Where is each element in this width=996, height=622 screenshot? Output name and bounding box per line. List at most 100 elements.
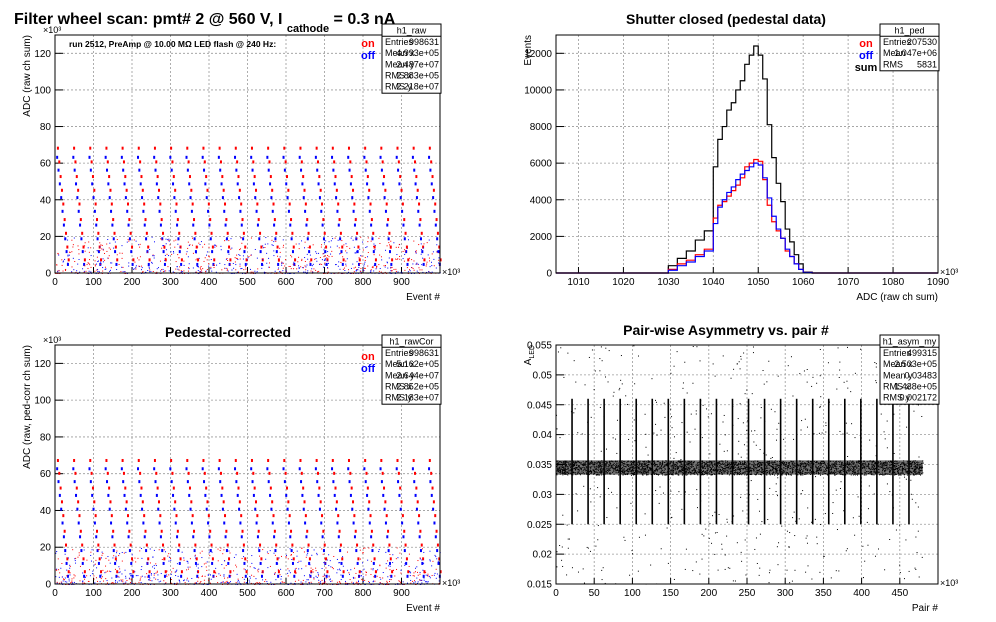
point-off xyxy=(332,480,335,484)
point-noise xyxy=(406,247,408,249)
point-noise xyxy=(146,251,148,253)
y-tick-label: 0.025 xyxy=(527,520,552,531)
point-off xyxy=(437,561,440,565)
point-on xyxy=(153,458,156,462)
point-noise xyxy=(297,271,299,273)
point-off xyxy=(243,250,246,254)
y-tick-label: 20 xyxy=(40,543,52,554)
point-noise xyxy=(257,268,259,270)
point-noise xyxy=(360,558,362,560)
point-off xyxy=(106,480,109,484)
point-on xyxy=(163,557,166,561)
point-noise xyxy=(91,573,93,575)
point-noise xyxy=(353,246,355,248)
point-noise xyxy=(281,555,283,557)
point-on xyxy=(157,188,160,192)
point-off xyxy=(126,521,129,525)
point-noise xyxy=(418,244,420,246)
x-tick-label: 1080 xyxy=(882,277,905,288)
point-on xyxy=(219,471,222,475)
point-off xyxy=(142,209,145,213)
point-noise xyxy=(138,265,140,267)
point-noise xyxy=(205,270,207,272)
legend-off: off xyxy=(859,50,873,62)
point-noise xyxy=(110,262,112,264)
point-noise xyxy=(415,263,417,265)
point-on xyxy=(60,500,63,504)
point-noise xyxy=(67,239,69,241)
point-off xyxy=(254,507,257,511)
point-noise xyxy=(183,559,185,561)
stats-box-name: h1_ped xyxy=(894,26,924,36)
point-off xyxy=(178,561,181,565)
point-off xyxy=(123,182,126,186)
point-noise xyxy=(134,261,136,263)
point-noise xyxy=(374,580,376,582)
point-noise xyxy=(329,579,331,581)
point-noise xyxy=(109,562,111,564)
point-noise xyxy=(313,577,315,579)
point-on xyxy=(160,218,163,222)
point-noise xyxy=(138,259,140,261)
point-off xyxy=(56,467,59,471)
point-on xyxy=(356,543,359,547)
point-noise xyxy=(273,250,275,252)
point-off xyxy=(203,168,206,172)
point-noise xyxy=(395,258,397,260)
point-noise xyxy=(427,254,429,256)
point-on xyxy=(383,175,386,179)
point-off xyxy=(211,561,214,565)
point-noise xyxy=(309,254,311,256)
point-on xyxy=(144,218,147,222)
point-on xyxy=(241,218,244,222)
point-off xyxy=(273,223,276,227)
point-noise xyxy=(236,566,238,568)
point-noise xyxy=(141,575,143,577)
point-noise xyxy=(213,264,215,266)
legend-on: on xyxy=(361,38,375,50)
point-noise xyxy=(262,245,264,247)
point-noise xyxy=(90,271,92,273)
point-noise xyxy=(201,550,203,552)
point-noise xyxy=(339,253,341,255)
point-noise xyxy=(79,580,81,582)
point-noise xyxy=(96,567,98,569)
point-on xyxy=(128,218,131,222)
point-noise xyxy=(124,582,126,584)
x-tick-label: 1030 xyxy=(657,277,680,288)
point-on xyxy=(373,245,376,249)
point-noise xyxy=(211,551,213,553)
point-noise xyxy=(251,574,253,576)
point-noise xyxy=(236,573,238,575)
point-on xyxy=(252,471,255,475)
point-noise xyxy=(410,579,412,581)
point-noise xyxy=(88,241,90,243)
point-noise xyxy=(170,579,172,581)
point-on xyxy=(318,175,321,179)
point-off xyxy=(379,467,382,471)
point-noise xyxy=(390,579,392,581)
point-off xyxy=(322,549,325,553)
point-off xyxy=(270,507,273,511)
point-noise xyxy=(362,268,364,270)
point-noise xyxy=(421,264,423,266)
point-off xyxy=(157,196,160,200)
point-on xyxy=(176,218,179,222)
point-off xyxy=(212,262,215,266)
point-on xyxy=(206,188,209,192)
point-off xyxy=(97,250,100,254)
point-noise xyxy=(228,582,230,584)
point-noise xyxy=(199,267,201,269)
point-off xyxy=(371,237,374,241)
point-noise xyxy=(188,268,190,270)
point-off xyxy=(256,535,259,539)
point-noise xyxy=(416,566,418,568)
legend-sum: sum xyxy=(855,62,878,74)
point-off xyxy=(60,196,63,200)
point-noise xyxy=(367,559,369,561)
point-noise xyxy=(150,271,152,273)
point-noise xyxy=(391,266,393,268)
point-noise xyxy=(139,256,141,258)
point-off xyxy=(73,168,76,172)
point-noise xyxy=(364,267,366,269)
